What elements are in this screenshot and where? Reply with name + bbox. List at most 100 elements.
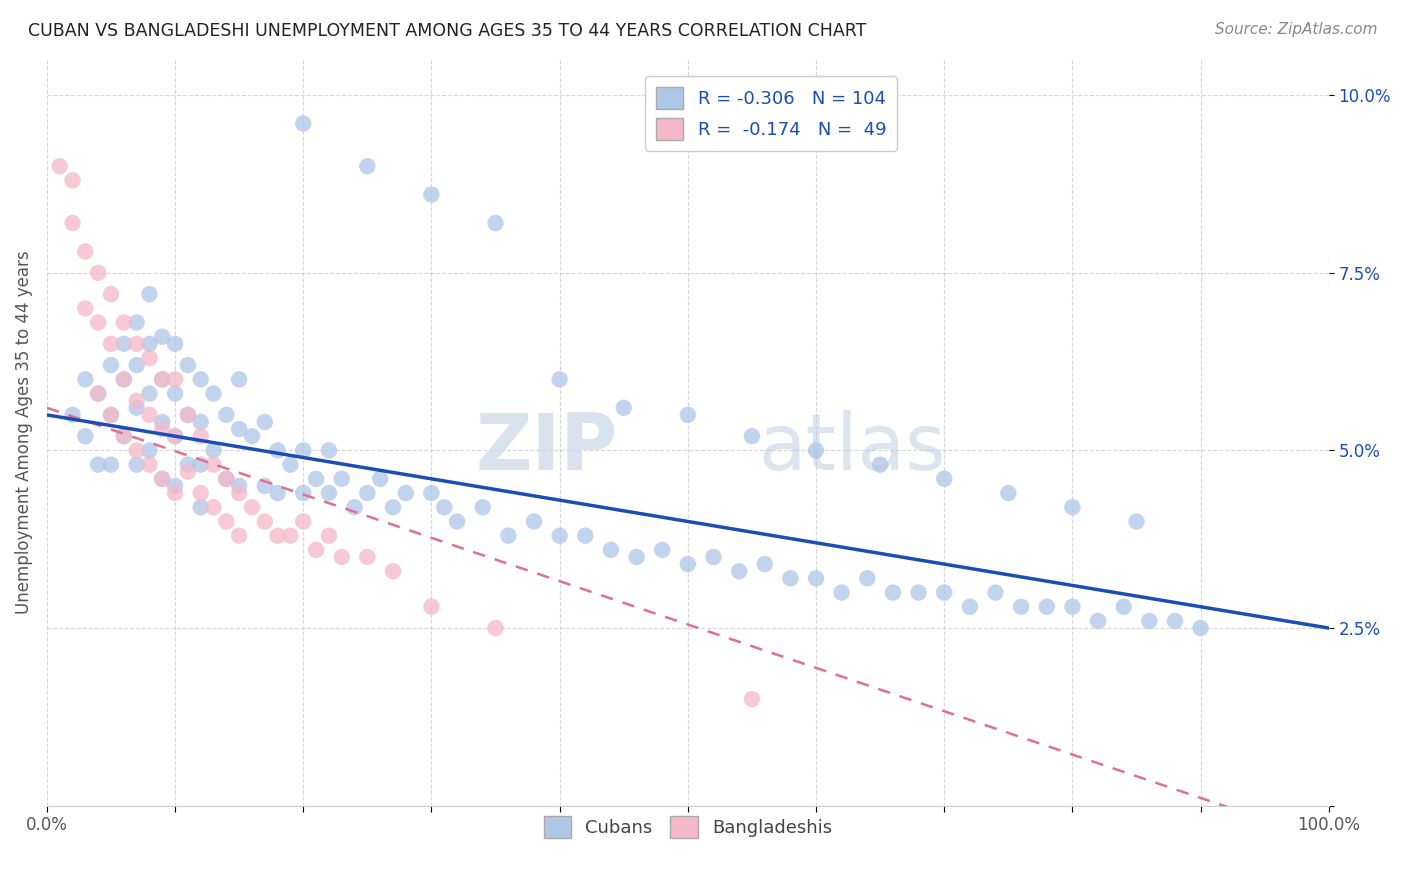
Point xyxy=(100,408,122,422)
Point xyxy=(305,472,328,486)
Point xyxy=(318,529,340,543)
Point xyxy=(959,599,981,614)
Point xyxy=(228,422,250,436)
Point xyxy=(112,372,135,386)
Point xyxy=(138,443,160,458)
Point xyxy=(382,500,405,515)
Point xyxy=(741,429,763,443)
Point xyxy=(676,408,699,422)
Point xyxy=(1125,515,1147,529)
Point xyxy=(613,401,636,415)
Point xyxy=(600,542,623,557)
Point xyxy=(190,415,212,429)
Point xyxy=(368,472,391,486)
Point xyxy=(150,422,173,436)
Point xyxy=(150,372,173,386)
Point xyxy=(1087,614,1109,628)
Point xyxy=(202,500,225,515)
Point xyxy=(112,316,135,330)
Point xyxy=(446,515,468,529)
Point xyxy=(75,429,97,443)
Point xyxy=(420,599,443,614)
Point xyxy=(190,372,212,386)
Point xyxy=(754,557,776,571)
Point xyxy=(934,472,956,486)
Point xyxy=(125,393,148,408)
Point xyxy=(87,458,110,472)
Point xyxy=(177,408,200,422)
Point xyxy=(804,443,827,458)
Point xyxy=(202,458,225,472)
Point xyxy=(934,585,956,599)
Point xyxy=(831,585,853,599)
Point xyxy=(100,358,122,372)
Point xyxy=(253,415,276,429)
Point xyxy=(125,401,148,415)
Point xyxy=(190,429,212,443)
Point xyxy=(484,216,506,230)
Point xyxy=(112,372,135,386)
Point xyxy=(215,408,238,422)
Point xyxy=(997,486,1019,500)
Point xyxy=(676,557,699,571)
Point xyxy=(177,458,200,472)
Point xyxy=(112,336,135,351)
Text: Source: ZipAtlas.com: Source: ZipAtlas.com xyxy=(1215,22,1378,37)
Point xyxy=(112,429,135,443)
Point xyxy=(523,515,546,529)
Point xyxy=(202,443,225,458)
Point xyxy=(471,500,494,515)
Point xyxy=(1035,599,1057,614)
Point xyxy=(125,443,148,458)
Point xyxy=(138,287,160,301)
Point xyxy=(150,329,173,343)
Point xyxy=(266,443,288,458)
Point xyxy=(177,408,200,422)
Point xyxy=(292,117,315,131)
Point xyxy=(395,486,418,500)
Point xyxy=(87,386,110,401)
Point xyxy=(484,621,506,635)
Point xyxy=(253,515,276,529)
Point xyxy=(177,465,200,479)
Point xyxy=(1137,614,1160,628)
Point xyxy=(150,372,173,386)
Point xyxy=(292,515,315,529)
Point xyxy=(100,336,122,351)
Point xyxy=(228,372,250,386)
Point xyxy=(215,472,238,486)
Point xyxy=(330,549,353,564)
Point xyxy=(165,479,187,493)
Point xyxy=(1062,500,1084,515)
Point xyxy=(87,386,110,401)
Point xyxy=(651,542,673,557)
Point xyxy=(228,529,250,543)
Point xyxy=(498,529,520,543)
Point xyxy=(1112,599,1135,614)
Point xyxy=(280,458,302,472)
Point xyxy=(125,336,148,351)
Point xyxy=(574,529,596,543)
Point xyxy=(548,372,571,386)
Point xyxy=(125,458,148,472)
Point xyxy=(165,386,187,401)
Point xyxy=(420,187,443,202)
Point xyxy=(125,316,148,330)
Point xyxy=(62,408,84,422)
Point xyxy=(741,692,763,706)
Point xyxy=(150,472,173,486)
Point xyxy=(280,529,302,543)
Point xyxy=(215,515,238,529)
Point xyxy=(266,486,288,500)
Point xyxy=(882,585,904,599)
Point xyxy=(318,486,340,500)
Point xyxy=(318,443,340,458)
Point xyxy=(907,585,929,599)
Point xyxy=(1189,621,1212,635)
Text: atlas: atlas xyxy=(758,409,946,485)
Point xyxy=(75,244,97,259)
Y-axis label: Unemployment Among Ages 35 to 44 years: Unemployment Among Ages 35 to 44 years xyxy=(15,251,32,615)
Point xyxy=(150,415,173,429)
Point xyxy=(343,500,366,515)
Point xyxy=(87,266,110,280)
